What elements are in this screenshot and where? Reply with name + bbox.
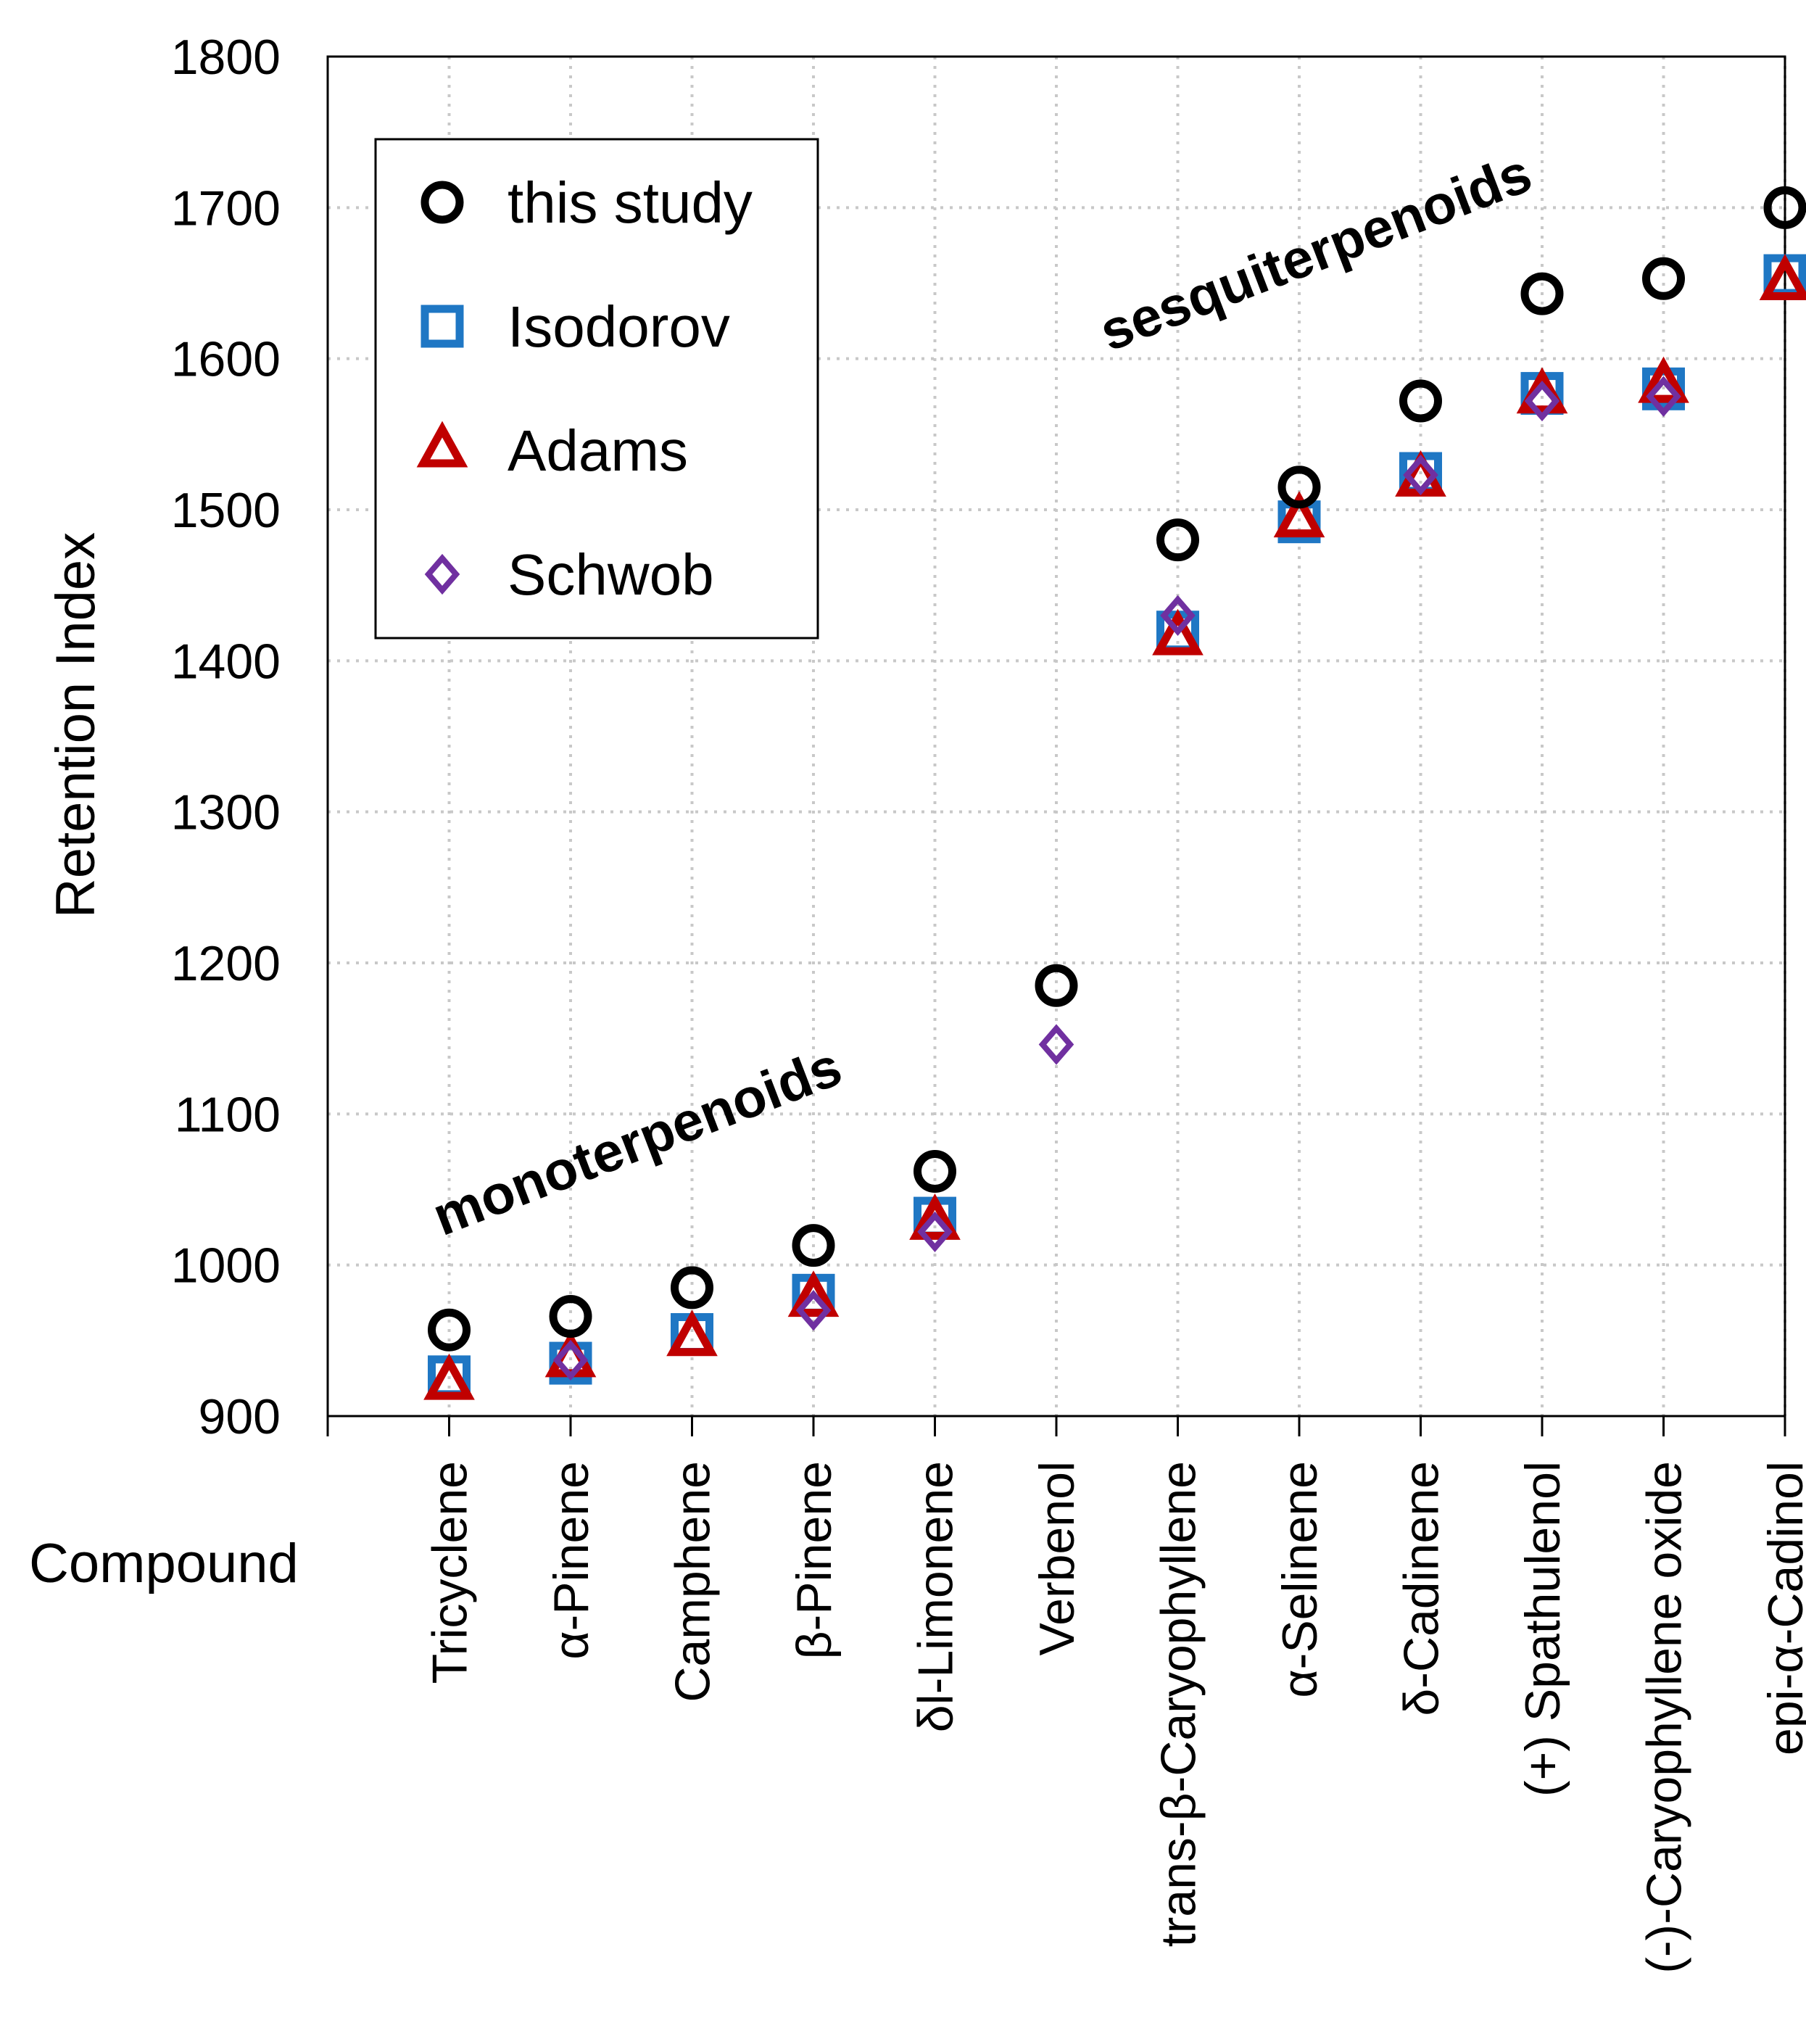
legend-label-isodorov: Isodorov [508,294,730,359]
data-point-this-study [914,1150,956,1193]
x-tick-label: α-Selinene [1272,1461,1327,1698]
y-tick-label: 900 [199,1389,281,1444]
data-point-this-study [428,1308,471,1352]
legend-marker-isodorov [421,305,464,348]
data-point-schwob [552,1339,589,1381]
x-tick-label: (+) Spathulenol [1515,1461,1570,1797]
data-point-this-study [671,1266,713,1309]
data-point-adams [1152,608,1204,655]
y-tick-label: 1200 [171,936,281,991]
data-point-this-study [1277,466,1321,509]
legend-marker-this-study [421,181,464,224]
data-point-adams [787,1270,840,1317]
data-point-adams [1759,254,1806,300]
data-point-this-study [1520,272,1564,315]
legend-label-this-study: this study [508,170,753,235]
x-tick-label: δl-Limonene [908,1461,964,1732]
x-tick-label: Verbenol [1030,1461,1085,1655]
data-point-schwob [1160,595,1196,636]
x-tick-label: trans-β-Caryophyllene [1151,1461,1206,1947]
y-tick-label: 1400 [171,634,281,689]
x-tick-label: α-Pinene [544,1461,599,1660]
legend-marker-adams [416,421,468,468]
data-point-adams [423,1353,475,1400]
x-tick-label: Tricyclene [423,1461,478,1684]
y-tick-label: 1500 [171,483,281,538]
legend: this study Isodorov Adams Schwob [374,138,819,640]
y-tick-label: 1100 [175,1087,281,1142]
data-point-schwob [1403,454,1438,496]
data-point-schwob [1038,1024,1074,1065]
data-point-schwob [1646,376,1681,417]
y-axis-title: Retention Index [45,532,107,918]
legend-label-adams: Adams [508,418,688,483]
annotation-sesquiterpenoids: sesquiterpenoids [1092,142,1540,363]
x-tick-label: β-Pinene [787,1461,842,1660]
data-point-this-study [1399,379,1442,423]
data-marks [423,186,1806,1400]
data-point-schwob [795,1290,832,1331]
legend-label-schwob: Schwob [508,542,714,607]
data-point-this-study [1156,518,1199,562]
data-point-schwob [1524,380,1560,422]
annotation-monoterpenoids: monoterpenoids [425,1035,850,1248]
x-tick-label: δ-Cadinene [1394,1461,1449,1716]
data-point-this-study [1035,964,1078,1007]
data-point-schwob [917,1211,953,1252]
data-point-this-study [1642,257,1685,300]
data-point-adams [1273,491,1325,538]
data-point-adams [909,1193,961,1240]
y-tick-label: 1800 [171,30,281,85]
y-tick-label: 1300 [171,785,281,840]
data-point-this-study [549,1295,592,1338]
y-tick-label: 1700 [171,181,281,236]
x-tick-label: (-)-Caryophyllene oxide [1637,1461,1692,1974]
data-point-this-study [792,1224,835,1267]
data-point-this-study [1763,186,1806,229]
axes: 900 1000 1100 1200 1300 1400 1500 1600 1700 1800 T… [171,30,1806,1974]
x-tick-label: epi-α-Cadinol [1758,1461,1806,1755]
y-tick-label: 1000 [171,1238,281,1294]
data-point-adams [666,1309,718,1357]
y-tick-label: 1600 [171,332,281,387]
legend-marker-schwob [424,553,460,595]
data-point-adams [1638,356,1689,403]
x-tick-label: Camphene [666,1461,721,1702]
x-axis-title: Compound [29,1533,299,1594]
